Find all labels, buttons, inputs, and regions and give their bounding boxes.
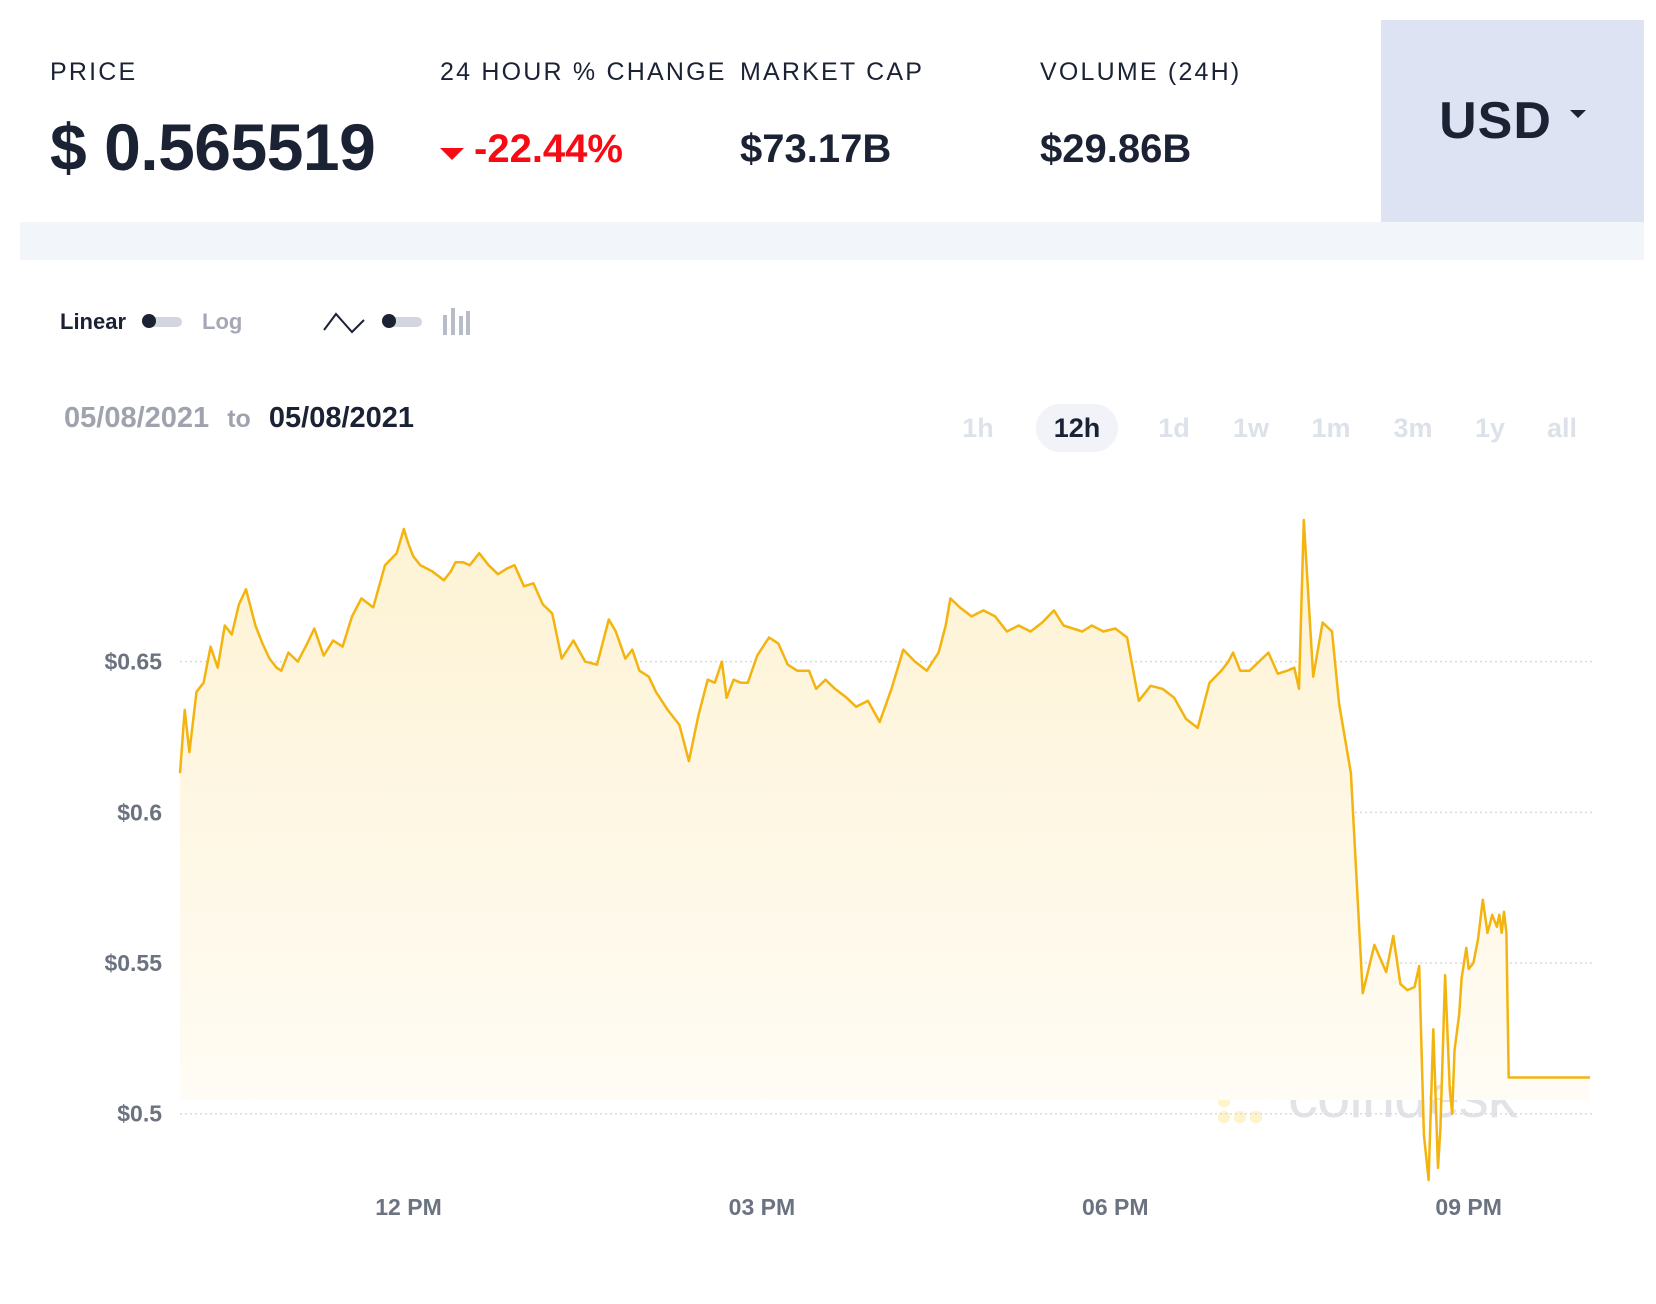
y-tick-label: $0.55 <box>104 950 162 976</box>
market-cap-stat: MARKET CAP $73.17B <box>740 58 924 172</box>
change-label: 24 HOUR % CHANGE <box>440 58 727 86</box>
date-range-end[interactable]: 05/08/2021 <box>268 402 415 434</box>
coindesk-logo-icon <box>1218 1063 1276 1130</box>
y-axis-ticks: $0.5 $0.55 $0.6 $0.65 <box>104 649 162 1127</box>
market-cap-label: MARKET CAP <box>740 58 925 86</box>
date-range: 05/08/2021 to 05/08/2021 <box>64 402 414 435</box>
log-label[interactable]: Log <box>202 309 243 334</box>
timeframe-1y[interactable]: 1y <box>1474 412 1506 443</box>
volume-label: VOLUME (24H) <box>1040 58 1242 86</box>
line-chart-icon[interactable] <box>322 308 366 336</box>
header-divider-band <box>20 222 1644 260</box>
scale-toggle-knob <box>142 314 157 328</box>
chart-grid <box>180 660 1592 1115</box>
x-tick-label: 03 PM <box>729 1194 795 1220</box>
price-value: $ 0.565519 <box>50 109 376 185</box>
linear-label[interactable]: Linear <box>60 309 127 334</box>
timeframe-3m[interactable]: 3m <box>1393 412 1433 443</box>
bar-chart-icon[interactable] <box>442 307 471 337</box>
timeframe-selector: 1h 12h 1d 1w 1m 3m 1y all <box>0 404 1656 452</box>
timeframe-1d[interactable]: 1d <box>1158 412 1190 443</box>
volume-stat: VOLUME (24H) $29.86B <box>1040 58 1241 172</box>
price-stat: PRICE $ 0.565519 <box>50 58 376 185</box>
coindesk-watermark: coindesk <box>1218 1062 1518 1131</box>
y-tick-label: $0.65 <box>104 649 162 675</box>
timeframe-12h[interactable]: 12h <box>1036 404 1118 452</box>
y-tick-label: $0.6 <box>117 799 162 825</box>
price-number: 0.565519 <box>104 110 376 184</box>
chevron-down-icon <box>1569 110 1586 118</box>
timeframe-1m[interactable]: 1m <box>1311 412 1351 443</box>
x-tick-label: 09 PM <box>1435 1194 1501 1220</box>
date-range-separator: to <box>227 405 251 433</box>
chart-style-toggle-knob <box>382 314 397 328</box>
down-arrow-icon <box>440 147 464 160</box>
date-range-start[interactable]: 05/08/2021 <box>64 402 210 434</box>
timeframe-1w[interactable]: 1w <box>1232 412 1270 443</box>
timeframe-1h[interactable]: 1h <box>962 412 994 443</box>
change-value-row: -22.44% <box>440 127 727 172</box>
currency-selected-label: USD <box>1439 92 1552 150</box>
y-tick-label: $0.5 <box>117 1101 162 1127</box>
volume-value: $29.86B <box>1040 127 1192 171</box>
x-axis-ticks: 12 PM 03 PM 06 PM 09 PM <box>375 1194 1502 1220</box>
x-tick-label: 06 PM <box>1082 1194 1148 1220</box>
change-value: -22.44% <box>474 127 623 171</box>
price-currency-symbol: $ <box>50 110 87 184</box>
change-stat: 24 HOUR % CHANGE -22.44% <box>440 58 727 172</box>
price-label: PRICE <box>50 58 138 86</box>
currency-select[interactable]: USD <box>1381 20 1644 222</box>
watermark-text: coindesk <box>1288 1063 1518 1130</box>
market-cap-value: $73.17B <box>740 127 892 171</box>
x-tick-label: 12 PM <box>375 1194 441 1220</box>
timeframe-all[interactable]: all <box>1546 412 1578 443</box>
chart-controls: Linear Log <box>60 302 471 342</box>
chart-style-toggle-switch[interactable] <box>382 314 423 328</box>
scale-toggle-switch[interactable] <box>142 314 183 328</box>
